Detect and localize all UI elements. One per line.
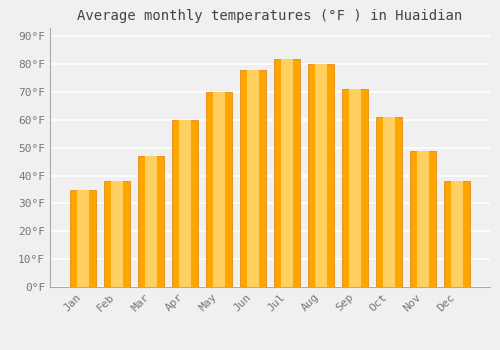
Bar <box>77 190 88 287</box>
Bar <box>145 156 156 287</box>
Bar <box>138 156 164 287</box>
Bar <box>240 70 266 287</box>
Bar <box>384 117 395 287</box>
Bar <box>70 190 96 287</box>
Title: Average monthly temperatures (°F ) in Huaidian: Average monthly temperatures (°F ) in Hu… <box>78 9 462 23</box>
Bar <box>247 70 258 287</box>
Bar <box>418 150 429 287</box>
Bar <box>172 120 198 287</box>
Bar <box>179 120 190 287</box>
Bar <box>274 59 300 287</box>
Bar <box>282 59 293 287</box>
Bar <box>444 181 470 287</box>
Bar <box>410 150 436 287</box>
Bar <box>308 64 334 287</box>
Bar <box>213 92 224 287</box>
Bar <box>206 92 232 287</box>
Bar <box>342 89 368 287</box>
Bar <box>350 89 361 287</box>
Bar <box>452 181 463 287</box>
Bar <box>376 117 402 287</box>
Bar <box>111 181 122 287</box>
Bar <box>104 181 130 287</box>
Bar <box>316 64 327 287</box>
